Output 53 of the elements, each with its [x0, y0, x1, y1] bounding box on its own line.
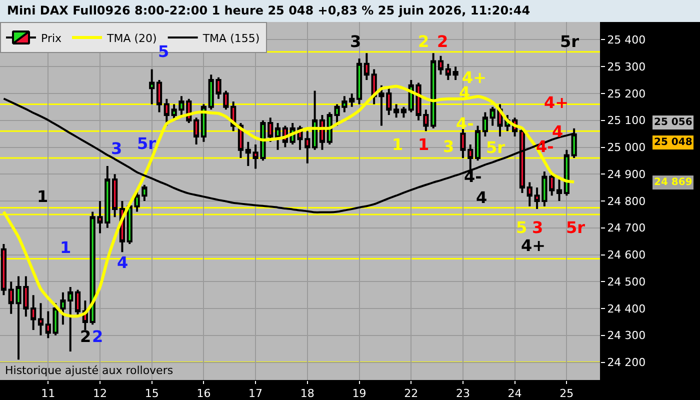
text: 25 048 — [654, 137, 692, 148]
annotation: 5r — [566, 218, 586, 237]
y-tick-label: 25 100 — [607, 114, 646, 128]
y-tick-label: 24 200 — [607, 356, 646, 370]
x-tick-label: 23 — [456, 387, 470, 400]
annotation: Historique ajusté aux rollovers — [5, 364, 174, 377]
y-tick-label: 24 400 — [607, 302, 646, 316]
y-tick-label: 25 000 — [607, 141, 646, 154]
y-tick-label: 24 300 — [607, 329, 646, 342]
legend-label: TMA (155) — [202, 32, 260, 45]
x-tick-label: 18 — [300, 387, 314, 400]
annotation: 2 — [80, 327, 92, 346]
annotation: 5r — [486, 138, 506, 157]
y-tick-label: 25 400 — [607, 34, 646, 47]
annotation: 2 — [92, 327, 104, 346]
y-tick-label: 24 700 — [607, 222, 646, 235]
annotation: 2 — [418, 32, 430, 51]
x-tick-label: 22 — [404, 387, 418, 400]
x-tick-label: 19 — [352, 387, 366, 400]
y-tick-label: 24 500 — [607, 275, 646, 288]
y-tick-label: 24 600 — [607, 248, 646, 262]
legend-label: TMA (20) — [106, 32, 157, 45]
y-tick-label: 25 300 — [607, 60, 646, 74]
annotation: 4 — [476, 188, 488, 207]
chart-title: Mini DAX Full0926 8:00-22:00 1 heure 25 048 +0,83 % 25 juin 2026, 11:20:44 — [7, 3, 530, 18]
legend-label: Prix — [41, 32, 62, 45]
annotation: 1 — [418, 135, 430, 154]
annotation: 5r — [137, 134, 156, 153]
annotation: 4+ — [521, 236, 546, 255]
x-tick-label: 15 — [144, 387, 159, 400]
annotation: 5 — [516, 218, 528, 237]
x-tick-label: 24 — [508, 387, 522, 400]
y-tick-label: 25 200 — [607, 87, 646, 100]
annotation: 4- — [456, 114, 474, 133]
annotation: 3 — [111, 139, 122, 158]
y-tick-label: 24 900 — [607, 168, 646, 181]
x-tick-label: 11 — [41, 387, 56, 400]
text: 25 056 — [654, 117, 692, 128]
annotation: 5 — [158, 42, 170, 61]
x-tick-label: 17 — [248, 387, 263, 400]
annotation: 5r — [560, 32, 580, 51]
text: 24 869 — [654, 177, 692, 188]
annotation: 1 — [37, 187, 48, 206]
annotation: 3 — [350, 32, 362, 51]
annotation: 3 — [532, 218, 544, 237]
annotation: 1 — [392, 135, 404, 154]
x-tick-label: 12 — [93, 387, 107, 400]
x-tick-label: 25 — [560, 387, 574, 400]
annotation: 3 — [443, 137, 454, 156]
y-tick-label: 24 800 — [607, 194, 646, 208]
annotation: 2 — [437, 32, 448, 51]
x-tick-label: 16 — [196, 387, 211, 400]
annotation: 1 — [60, 238, 72, 257]
